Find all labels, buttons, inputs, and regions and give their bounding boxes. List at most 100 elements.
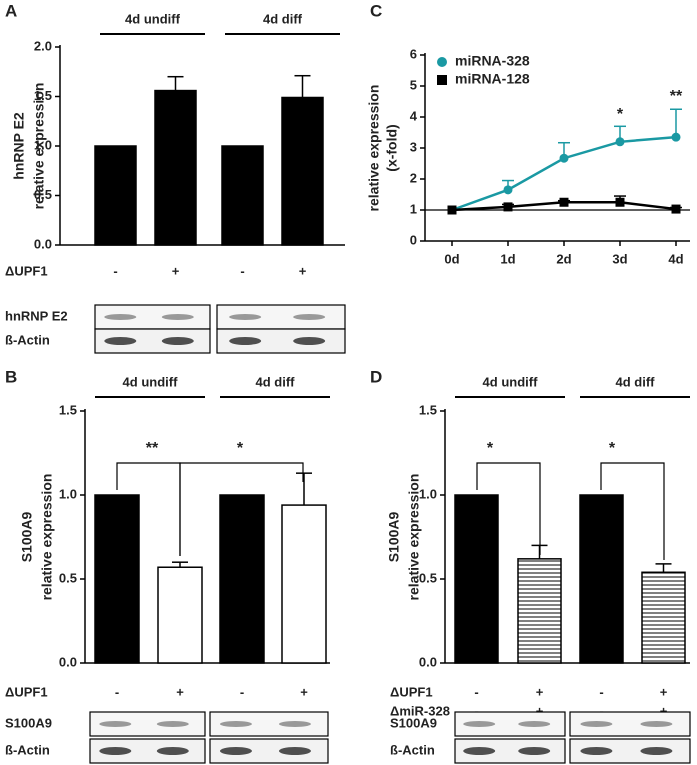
blot-band (640, 721, 673, 727)
significance-bracket (476, 462, 541, 555)
blot-band (518, 747, 551, 755)
point (447, 205, 457, 215)
blot-band (463, 721, 496, 727)
blot-label: ß-Actin (390, 742, 435, 757)
treatment-sign: + (536, 684, 544, 699)
treatment-sign: + (172, 263, 180, 278)
point (671, 204, 681, 214)
y-tick-label: 0.0 (419, 654, 437, 669)
y-tick-label: 0.5 (419, 570, 437, 585)
blot-label: S100A9 (5, 715, 52, 730)
treatment-sign: - (474, 703, 478, 718)
y-tick-label: 0.5 (59, 570, 77, 585)
panel-letter: B (5, 367, 17, 386)
x-tick-label: 2d (556, 251, 571, 266)
significance-bracket (179, 462, 304, 556)
y-axis-label: (x-fold) (384, 124, 400, 171)
y-tick-label: 1.0 (34, 137, 52, 152)
legend-marker (437, 75, 447, 85)
bar (641, 571, 686, 664)
blot-band (518, 721, 551, 727)
point (503, 185, 513, 195)
treatment-sign: - (113, 263, 117, 278)
blot-band (580, 721, 613, 727)
x-tick-label: 1d (500, 251, 515, 266)
legend-marker (437, 57, 447, 67)
y-tick-label: 0.0 (34, 236, 52, 251)
y-tick-label: 6 (410, 46, 417, 61)
blot-band (463, 747, 496, 755)
treatment-sign: + (176, 684, 184, 699)
treatment-sign: + (536, 703, 544, 718)
y-axis-label: relative expression (366, 85, 382, 212)
group-label: 4d undiff (125, 11, 181, 26)
y-tick-label: 0.5 (34, 187, 52, 202)
point (559, 153, 569, 163)
blot-band (104, 314, 137, 320)
point (503, 202, 513, 212)
y-tick-label: 1.5 (59, 402, 77, 417)
blot-band (156, 747, 189, 755)
annotation: * (617, 106, 624, 123)
blot-label: ß-Actin (5, 332, 50, 347)
y-tick-label: 1 (410, 201, 417, 216)
blot-band (219, 721, 252, 727)
treatment-sign: - (240, 263, 244, 278)
treatment-label: ΔmiR-328 (390, 703, 450, 718)
blot-band (156, 721, 189, 727)
panel-letter: A (5, 1, 17, 20)
treatment-sign: - (474, 684, 478, 699)
group-label: 4d diff (256, 374, 296, 389)
significance-label: * (487, 440, 494, 457)
blot-band (104, 337, 137, 345)
legend-label: miRNA-128 (455, 71, 530, 87)
blot-band (293, 337, 326, 345)
treatment-sign: - (240, 684, 244, 699)
treatment-sign: + (660, 703, 668, 718)
y-tick-label: 5 (410, 77, 417, 92)
bar (517, 558, 562, 664)
bar (157, 566, 203, 664)
y-axis-label: relative expression (39, 474, 55, 601)
bar (221, 145, 264, 246)
y-tick-label: 0 (410, 232, 417, 247)
panel-letter: D (370, 367, 382, 386)
y-tick-label: 1.0 (59, 486, 77, 501)
point (615, 137, 625, 147)
blot-label: ß-Actin (5, 742, 50, 757)
blot-label: hnRNP E2 (5, 308, 68, 323)
treatment-sign: + (660, 684, 668, 699)
group-label: 4d undiff (123, 374, 179, 389)
treatment-sign: - (115, 684, 119, 699)
y-tick-label: 1.5 (419, 402, 437, 417)
annotation: ** (670, 88, 683, 105)
y-tick-label: 1.5 (34, 88, 52, 103)
panel-letter: C (370, 1, 382, 20)
group-label: 4d diff (263, 11, 303, 26)
treatment-sign: - (599, 684, 603, 699)
bar (154, 89, 197, 246)
blot-band (161, 337, 194, 345)
x-tick-label: 0d (444, 251, 459, 266)
y-tick-label: 2 (410, 170, 417, 185)
significance-label: * (237, 440, 244, 457)
blot-band (99, 721, 132, 727)
y-tick-label: 3 (410, 139, 417, 154)
blot-band (161, 314, 194, 320)
significance-label: ** (146, 440, 159, 457)
y-axis-label: S100A9 (19, 511, 35, 562)
y-tick-label: 4 (410, 108, 418, 123)
significance-bracket (600, 462, 665, 560)
treatment-label: ΔUPF1 (5, 263, 48, 278)
y-tick-label: 1.0 (419, 486, 437, 501)
bar (281, 96, 324, 246)
legend-label: miRNA-328 (455, 53, 530, 69)
bar (94, 145, 137, 246)
group-label: 4d undiff (483, 374, 539, 389)
y-axis-label: relative expression (406, 474, 422, 601)
bar (579, 494, 624, 664)
point (615, 197, 625, 207)
group-label: 4d diff (616, 374, 656, 389)
treatment-label: ΔUPF1 (5, 684, 48, 699)
